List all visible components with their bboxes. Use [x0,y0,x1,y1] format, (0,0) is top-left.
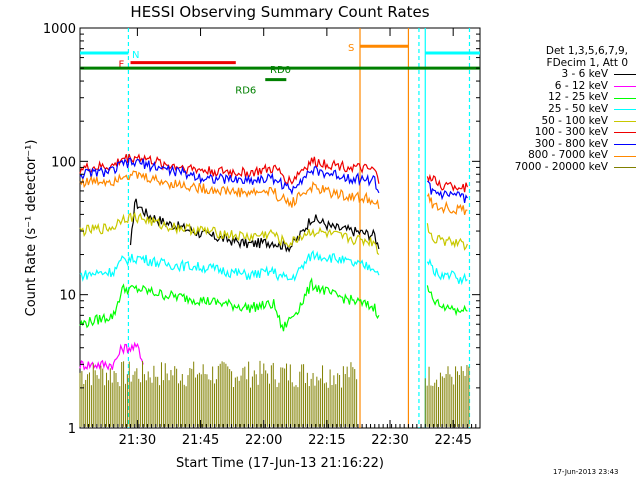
series-line-s50_100 [79,211,380,255]
y-tick-label: 100 [51,155,76,170]
legend-entry-label: 300 - 800 keV [534,137,608,150]
y-axis-label: Count Rate (s⁻¹ detector⁻¹) [24,140,39,317]
series-line-s100_300-post [426,173,468,193]
series-line-s12_25-post [426,285,468,317]
mode-flag-label: N [132,50,139,61]
legend-entry-label: 50 - 100 keV [541,114,608,127]
legend-swatch [614,144,636,146]
legend-entry: 3 - 6 keV [478,69,636,81]
y-tick-label: 10 [59,289,76,304]
legend-header-line-1: Det 1,3,5,6,7,9, [545,45,628,57]
mode-flag-label: RD6 [235,86,256,97]
mode-flag-label: F [119,60,125,71]
mode-flag-label: RD0 [270,65,291,76]
legend-entry-label: 800 - 7000 keV [528,149,608,162]
legend-entry-label: 100 - 300 keV [534,126,608,139]
legend-entry-label: 12 - 25 keV [548,91,608,104]
legend-entry: 800 - 7000 keV [478,150,636,162]
series-line-s300_800 [79,157,380,196]
legend-entry: 100 - 300 keV [478,127,636,139]
series-line-s50_100-post [426,223,468,251]
series-line-s800_7000-post [426,192,468,216]
legend-entry: 12 - 25 keV [478,92,636,104]
legend-swatch [614,109,636,111]
series-line-s6_12 [79,341,144,371]
legend-entry-label: 7000 - 20000 keV [514,160,608,173]
legend: Det 1,3,5,6,7,9, FDecim 1, Att 0 3 - 6 k… [478,45,636,174]
series-line-s100_300 [79,153,380,185]
legend-swatch [614,120,636,122]
legend-entry: 7000 - 20000 keV [478,160,636,174]
legend-swatch [614,132,636,134]
mode-flag-label: S [348,43,354,54]
plot-frame [79,27,481,429]
legend-swatch [614,74,636,76]
legend-entry-label: 3 - 6 keV [561,68,608,81]
legend-entry: 25 - 50 keV [478,102,636,116]
legend-header-line-2: FDecim 1, Att 0 [546,56,628,69]
legend-swatch [614,86,636,88]
legend-entry: 50 - 100 keV [478,114,636,128]
legend-entry: 300 - 800 keV [478,137,636,151]
x-tick-label: 22:15 [308,433,345,448]
legend-entry-label: 6 - 12 keV [554,79,608,92]
timestamp: 17-Jun-2013 23:43 [553,468,619,476]
x-tick-label: 21:30 [119,433,156,448]
legend-swatch [614,167,636,169]
annotation-layer: NF RD0 RD6 S [80,28,480,428]
series-line-s300_800-post [426,180,468,204]
x-axis-label: Start Time (17-Jun-13 21:16:22) [176,456,384,471]
series-line-s12_25 [79,277,380,332]
series-line-s25_50 [79,249,380,282]
chart-title: HESSI Observing Summary Count Rates [130,3,429,21]
x-tick-label: 22:45 [434,433,471,448]
x-tick-label: 22:30 [371,433,408,448]
y-tick-label: 1 [68,422,76,437]
x-tick-label: 22:00 [245,433,282,448]
x-tick-label: 21:45 [182,433,219,448]
series-line-s3_6 [129,198,380,253]
series-layer [79,153,470,427]
legend-swatch [614,155,636,157]
legend-entry: 6 - 12 keV [478,79,636,93]
series-line-s25_50-post [426,258,468,286]
axes-layer: 1 10 100 1000 21:30 21:45 22:00 22:15 22:30 22:45 [43,22,480,448]
legend-swatch [614,97,636,99]
series-line-s800_7000 [79,170,380,210]
legend-entry-label: 25 - 50 keV [548,102,608,115]
y-tick-label: 1000 [43,22,76,37]
